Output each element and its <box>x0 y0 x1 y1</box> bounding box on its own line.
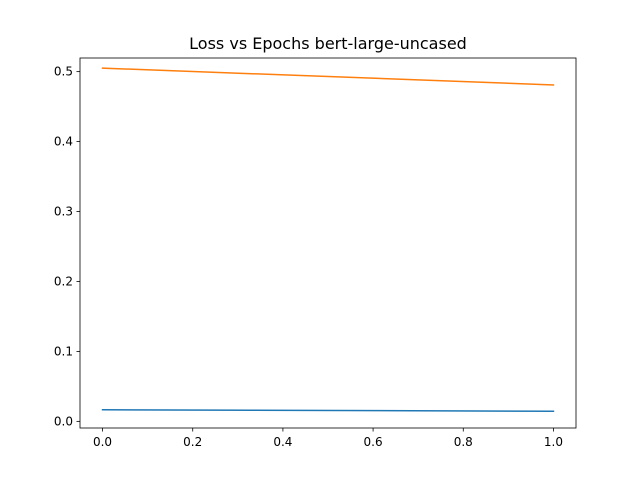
y-tick-label: 0.4 <box>54 135 73 149</box>
series-line-1 <box>101 409 555 412</box>
series-line-2 <box>101 67 555 86</box>
x-tick-label: 0.2 <box>183 435 202 449</box>
series-layer <box>101 67 555 412</box>
x-tick-label: 0.0 <box>93 435 112 449</box>
y-axis-ticks: 0.0 0.1 0.2 0.3 0.4 0.5 <box>54 65 80 428</box>
x-axis-ticks: 0.0 0.2 0.4 0.6 0.8 1.0 <box>93 428 563 449</box>
y-tick-label: 0.1 <box>54 344 73 358</box>
chart-title: Loss vs Epochs bert-large-uncased <box>189 34 467 53</box>
x-tick-label: 0.4 <box>273 435 292 449</box>
y-tick-label: 0.0 <box>54 414 73 428</box>
y-tick-label: 0.3 <box>54 205 73 219</box>
y-tick-label: 0.2 <box>54 274 73 288</box>
plot-frame <box>79 57 577 429</box>
x-tick-label: 1.0 <box>544 435 563 449</box>
x-tick-label: 0.6 <box>364 435 383 449</box>
y-tick-label: 0.5 <box>54 65 73 79</box>
x-tick-label: 0.8 <box>454 435 473 449</box>
